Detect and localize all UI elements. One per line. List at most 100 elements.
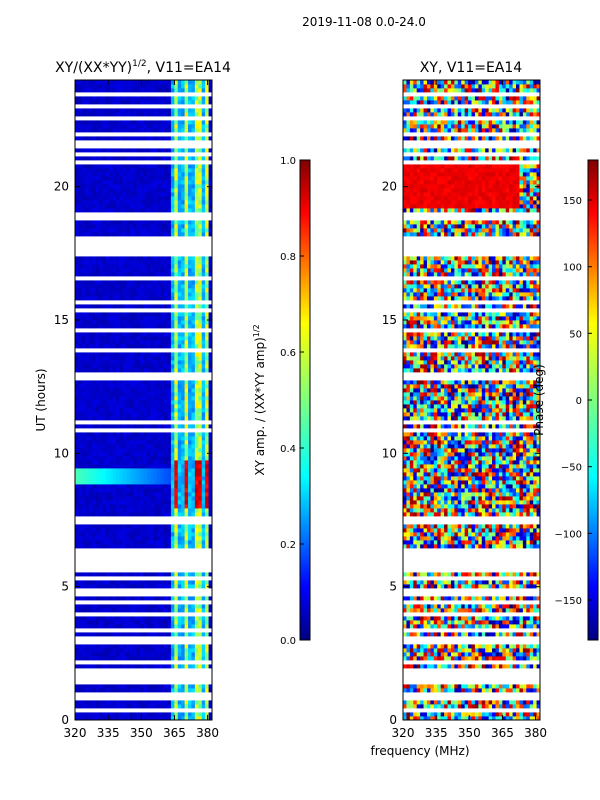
amplitude-cell <box>140 336 144 341</box>
amplitude-cell <box>109 660 114 665</box>
amplitude-cell <box>143 232 148 237</box>
amplitude-cell <box>174 508 179 513</box>
amplitude-cell <box>119 512 124 517</box>
amplitude-cell <box>194 428 199 433</box>
amplitude-cell <box>122 584 127 589</box>
amplitude-cell <box>157 288 162 293</box>
amplitude-cell <box>157 304 162 309</box>
amplitude-cell <box>170 296 175 301</box>
amplitude-cell <box>122 312 127 317</box>
amplitude-cell <box>78 524 83 529</box>
amplitude-cell <box>129 504 134 509</box>
amplitude-cell <box>85 672 90 677</box>
amplitude-cell <box>201 656 206 661</box>
amplitude-cell <box>201 416 206 421</box>
amplitude-cell <box>170 600 175 605</box>
amplitude-cell <box>116 404 120 409</box>
amplitude-cell <box>146 280 151 285</box>
amplitude-cell <box>102 648 107 653</box>
amplitude-cell <box>136 428 141 433</box>
amplitude-cell <box>75 264 79 269</box>
amplitude-cell <box>122 296 127 301</box>
amplitude-cell <box>198 280 203 285</box>
amplitude-cell <box>177 436 182 441</box>
amplitude-cell <box>109 288 114 293</box>
amplitude-cell <box>191 568 196 573</box>
amplitude-cell <box>126 632 131 637</box>
amplitude-cell <box>133 364 138 369</box>
amplitude-cell <box>191 316 196 321</box>
amplitude-cell <box>116 504 120 509</box>
amplitude-cell <box>81 588 86 593</box>
amplitude-cell <box>160 380 165 385</box>
amplitude-cell <box>164 668 168 673</box>
amplitude-cell <box>102 444 107 449</box>
amplitude-cell <box>75 272 79 277</box>
amplitude-cell <box>95 536 100 541</box>
amplitude-cell <box>160 492 165 497</box>
amplitude-cell <box>102 456 107 461</box>
amplitude-cell <box>109 504 114 509</box>
amplitude-cell <box>198 656 203 661</box>
amplitude-cell <box>136 660 141 665</box>
amplitude-cell <box>88 344 93 349</box>
amplitude-cell <box>133 504 138 509</box>
amplitude-cell <box>85 224 90 229</box>
amplitude-cell <box>88 396 93 401</box>
amplitude-cell <box>157 528 162 533</box>
amplitude-cell <box>112 400 117 405</box>
amplitude-cell <box>75 256 79 261</box>
amplitude-cell <box>112 508 117 513</box>
amplitude-cell <box>170 696 175 701</box>
amplitude-cell <box>205 616 209 621</box>
amplitude-cell <box>102 468 107 473</box>
amplitude-cell <box>184 704 189 709</box>
amplitude-cell <box>126 352 131 357</box>
amplitude-cell <box>129 564 134 569</box>
amplitude-cell <box>112 448 117 453</box>
amplitude-cell <box>160 308 165 313</box>
amplitude-cell <box>78 564 83 569</box>
amplitude-cell <box>112 680 117 685</box>
amplitude-cell <box>174 220 179 225</box>
amplitude-cell <box>75 352 79 357</box>
amplitude-cell <box>208 424 212 429</box>
amplitude-cell <box>129 508 134 513</box>
amplitude-cell <box>98 560 103 565</box>
amplitude-cell <box>198 580 203 585</box>
amplitude-cell <box>164 504 168 509</box>
amplitude-cell <box>191 712 196 717</box>
amplitude-cell <box>146 496 151 501</box>
amplitude-cell <box>81 304 86 309</box>
amplitude-cell <box>75 608 79 613</box>
amplitude-cell <box>133 712 138 717</box>
amplitude-cell <box>167 692 172 697</box>
amplitude-cell <box>177 704 182 709</box>
amplitude-cell <box>184 640 189 645</box>
amplitude-cell <box>92 612 96 617</box>
amplitude-cell <box>184 684 189 689</box>
amplitude-cell <box>164 400 168 405</box>
amplitude-cell <box>181 460 185 465</box>
amplitude-cell <box>133 580 138 585</box>
amplitude-cell <box>88 696 93 701</box>
amplitude-cell <box>140 228 144 233</box>
amplitude-cell <box>153 552 158 557</box>
amplitude-cell <box>181 260 185 265</box>
amplitude-cell <box>177 348 182 353</box>
amplitude-cell <box>98 424 103 429</box>
amplitude-cell <box>105 616 110 621</box>
amplitude-cell <box>75 420 79 425</box>
amplitude-cell <box>122 480 127 485</box>
amplitude-cell <box>160 532 165 537</box>
amplitude-cell <box>188 332 192 337</box>
amplitude-cell <box>205 452 209 457</box>
amplitude-cell <box>174 248 179 253</box>
amplitude-cell <box>198 592 203 597</box>
amplitude-cell <box>122 696 127 701</box>
amplitude-cell <box>177 468 182 473</box>
amplitude-cell <box>198 700 203 705</box>
amplitude-cell <box>201 272 206 277</box>
amplitude-cell <box>102 580 107 585</box>
amplitude-cell <box>184 264 189 269</box>
